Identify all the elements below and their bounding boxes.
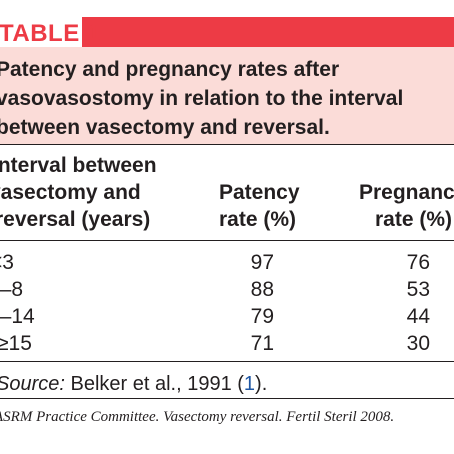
header-pregnancy-line-2: rate (%)	[375, 208, 453, 231]
table-label: TABLE 1	[0, 20, 101, 47]
caption-bottom-rule	[0, 144, 454, 145]
caption-line-3: between vasectomy and reversal.	[0, 116, 330, 139]
source-label: Source:	[0, 373, 65, 395]
table-caption: Patency and pregnancy rates after vasova…	[0, 47, 454, 144]
caption-line-1: Patency and pregnancy rates after	[0, 58, 340, 81]
header-bottom-rule	[0, 240, 454, 241]
row-2-interval: 3–8	[0, 278, 24, 301]
table-label-box: TABLE 1	[0, 17, 100, 47]
row-2-patency: 88	[250, 278, 274, 301]
header-patency-line-2: rate (%)	[219, 208, 297, 231]
header-interval-line-1: Interval between	[0, 154, 157, 177]
row-3-interval: 9–14	[0, 305, 35, 328]
source-reference-link[interactable]: 1	[243, 373, 256, 395]
source-text: Belker et al., 1991 (	[64, 373, 244, 395]
header-interval-line-3: reversal (years)	[0, 208, 151, 231]
row-1-pregnancy: 76	[406, 251, 430, 274]
header-interval-line-2: vasectomy and	[0, 181, 141, 204]
table-bottom-rule	[0, 361, 454, 362]
header-pregnancy-line-1: Pregnancy	[359, 181, 454, 204]
row-1-interval: <3	[0, 251, 14, 274]
table-source: Source: Belker et al., 1991 (1).	[0, 372, 267, 396]
row-2-pregnancy: 53	[406, 278, 430, 301]
row-4-interval: ≥15	[0, 332, 32, 355]
header-patency-line-1: Patency	[219, 181, 300, 204]
figure-credit: ASRM Practice Committee. Vasectomy rever…	[0, 409, 395, 425]
caption-line-2: vasovasostomy in relation to the interva…	[0, 87, 404, 110]
source-bottom-rule	[0, 398, 454, 399]
row-3-pregnancy: 44	[406, 305, 430, 328]
row-4-patency: 71	[250, 332, 274, 355]
row-3-patency: 79	[250, 305, 274, 328]
row-4-pregnancy: 30	[406, 332, 430, 355]
source-close: ).	[255, 373, 268, 395]
row-1-patency: 97	[250, 251, 274, 274]
